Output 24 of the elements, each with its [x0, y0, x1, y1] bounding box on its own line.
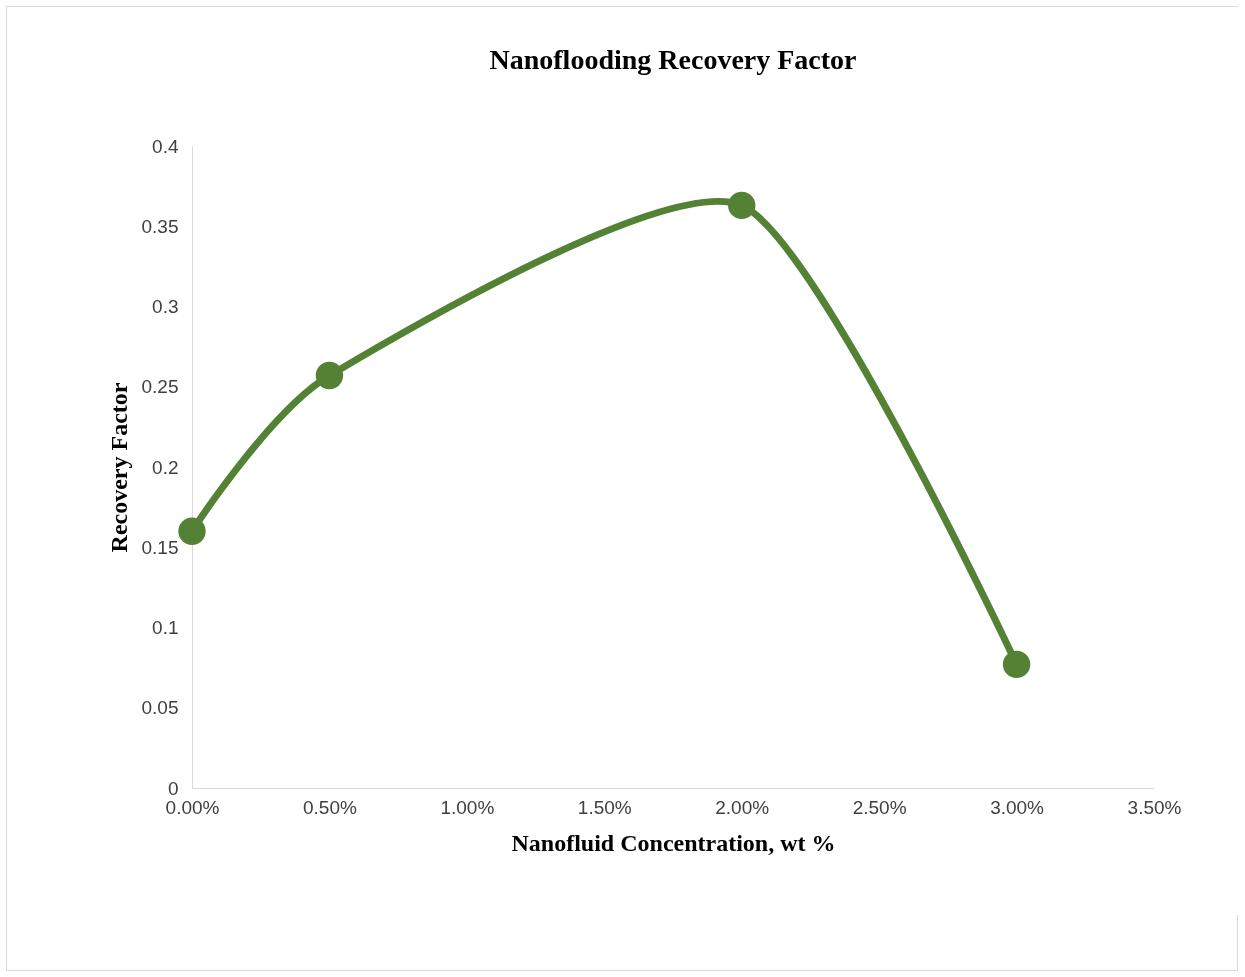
x-tick-label: 2.00%: [715, 796, 770, 818]
y-tick-label: 0.05: [141, 697, 179, 719]
point: [178, 517, 206, 545]
point: [315, 361, 344, 390]
y-tick-label: 0.15: [141, 536, 179, 558]
x-tick-label: 0.00%: [165, 796, 220, 818]
y-tick-label: 0.2: [152, 456, 179, 478]
point: [1002, 650, 1031, 679]
x-axis-title: Nanofluid Concentration, wt %: [511, 829, 836, 856]
y-tick-label: 0.3: [152, 296, 179, 317]
y-tick-label: 0.25: [141, 376, 179, 398]
x-tick-label: 2.50%: [852, 796, 907, 818]
point: [728, 191, 756, 220]
y-axis-title: Recovery Factor: [105, 382, 132, 553]
y-tick-label: 0.35: [141, 215, 179, 237]
x-tick-label: 1.50%: [577, 796, 632, 818]
x-tick-label: 3.50%: [1127, 796, 1182, 818]
chart-title: Nanoflooding Recovery Factor: [489, 44, 857, 75]
y-tick-label: 0.4: [152, 135, 179, 157]
x-tick-label: 1.00%: [440, 796, 495, 818]
x-tick-label: 3.00%: [990, 796, 1045, 818]
y-tick-label: 0.1: [152, 617, 179, 638]
y-tick-label: 0: [167, 777, 179, 799]
x-tick-label: 0.50%: [302, 796, 357, 818]
